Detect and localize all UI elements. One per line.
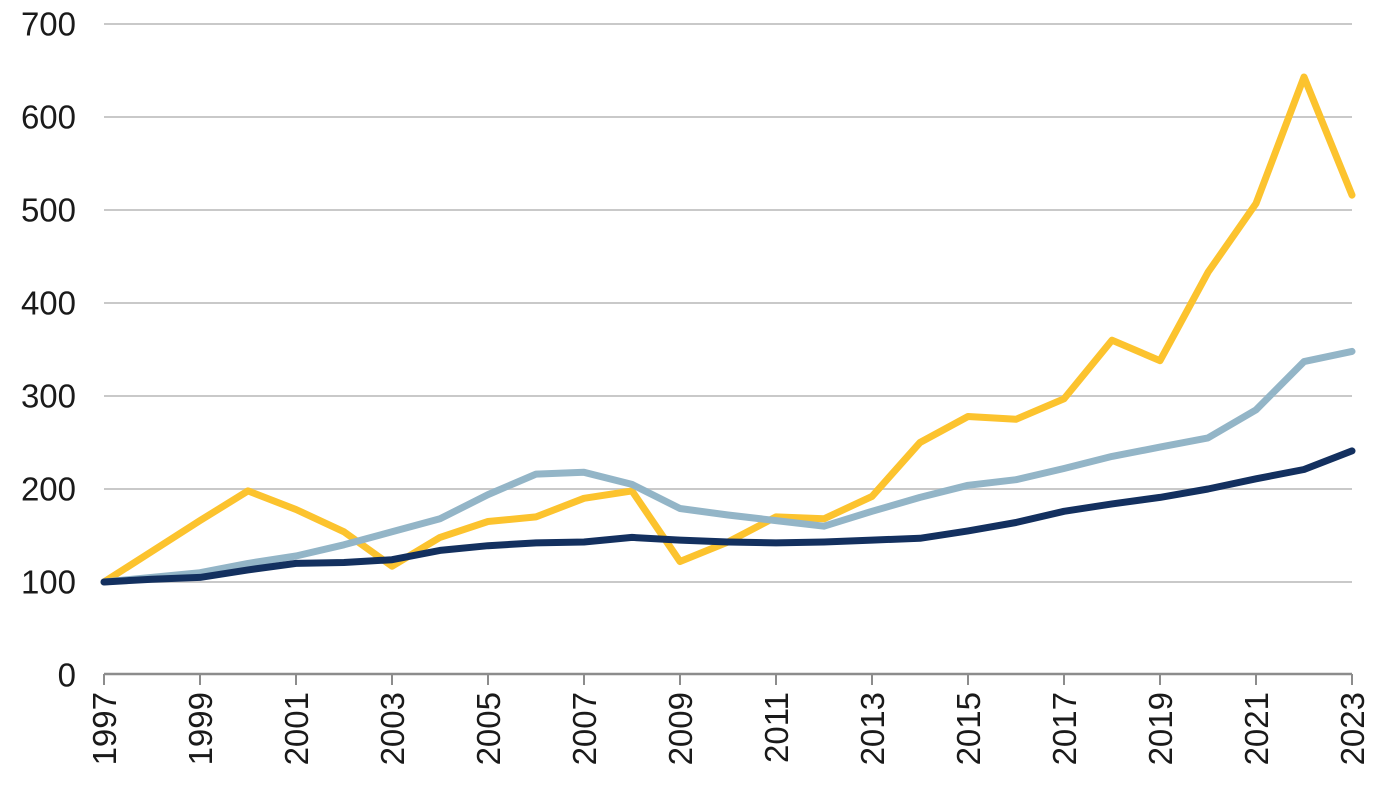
y-axis-labels-group: 0 100 200 300 400 500 600 700	[21, 6, 76, 694]
y-tick-label: 0	[58, 657, 76, 694]
y-tick-label: 400	[21, 285, 76, 322]
x-axis-labels-group: 1997 1999 2001 2003 2005 2007 2009 2011 2013 2015…	[86, 692, 1371, 765]
x-tick-label: 1997	[86, 692, 123, 765]
x-tick-label: 2021	[1238, 692, 1275, 765]
y-tick-label: 100	[21, 564, 76, 601]
y-tick-label: 700	[21, 6, 76, 43]
x-tick-label: 2003	[374, 692, 411, 765]
series-navy-line	[100, 447, 1356, 586]
x-tick-label: 2019	[1142, 692, 1179, 765]
x-tick-label: 2009	[662, 692, 699, 765]
series-gold-line	[100, 73, 1356, 586]
y-tick-label: 200	[21, 471, 76, 508]
y-tick-label: 500	[21, 192, 76, 229]
y-tick-label: 600	[21, 99, 76, 136]
x-tick-label: 2007	[566, 692, 603, 765]
gridlines-group	[104, 23, 1352, 583]
series-light-blue-line	[100, 347, 1356, 586]
x-tick-label: 2017	[1046, 692, 1083, 765]
series-lines-group	[100, 73, 1356, 586]
x-tick-label: 2005	[470, 692, 507, 765]
x-tick-label: 2015	[950, 692, 987, 765]
x-tick-label: 2023	[1334, 692, 1371, 765]
x-axis-group	[103, 672, 1353, 685]
x-tick-label: 2013	[854, 692, 891, 765]
x-tick-label: 2011	[758, 692, 795, 763]
x-tick-label: 1999	[182, 692, 219, 765]
x-tick-label: 2001	[278, 692, 315, 765]
y-tick-label: 300	[21, 378, 76, 415]
